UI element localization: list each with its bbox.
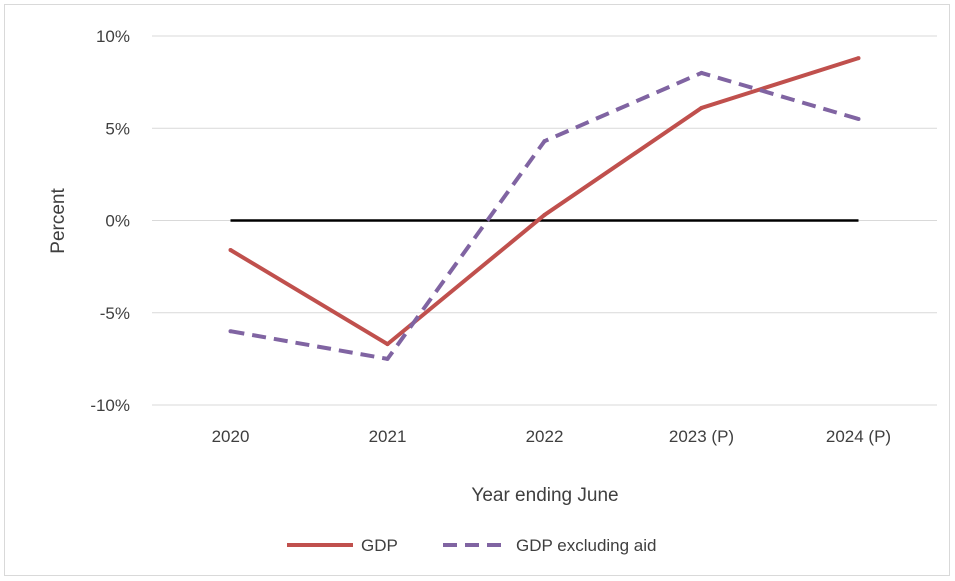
- y-tick-label: 0%: [105, 212, 130, 231]
- y-tick-label: 5%: [105, 119, 130, 138]
- x-tick-label: 2022: [526, 427, 564, 446]
- x-tick-labels: 2020 2021 2022 2023 (P) 2024 (P): [212, 427, 892, 446]
- legend-label-gdp: GDP: [361, 536, 398, 555]
- data-point: [542, 212, 547, 217]
- data-point: [385, 356, 390, 361]
- data-point: [856, 56, 861, 61]
- data-point: [228, 248, 233, 253]
- series-lines: [228, 56, 861, 361]
- data-point: [699, 105, 704, 110]
- x-tick-label: 2021: [369, 427, 407, 446]
- x-axis-title: Year ending June: [471, 485, 618, 506]
- y-tick-label: -5%: [100, 304, 130, 323]
- y-tick-labels: 10% 5% 0% -5% -10%: [90, 27, 130, 415]
- x-tick-label: 2020: [212, 427, 250, 446]
- data-point: [856, 117, 861, 122]
- data-point: [699, 70, 704, 75]
- y-tick-label: -10%: [90, 396, 130, 415]
- x-tick-label: 2023 (P): [669, 427, 734, 446]
- y-axis-title: Percent: [48, 188, 69, 254]
- data-point: [385, 342, 390, 347]
- series-line-gdp: [229, 56, 860, 347]
- legend-label-gdp-excluding-aid: GDP excluding aid: [516, 536, 657, 555]
- data-point: [542, 139, 547, 144]
- data-point: [228, 329, 233, 334]
- y-tick-label: 10%: [96, 27, 130, 46]
- x-tick-label: 2024 (P): [826, 427, 891, 446]
- legend: GDP GDP excluding aid: [287, 536, 657, 555]
